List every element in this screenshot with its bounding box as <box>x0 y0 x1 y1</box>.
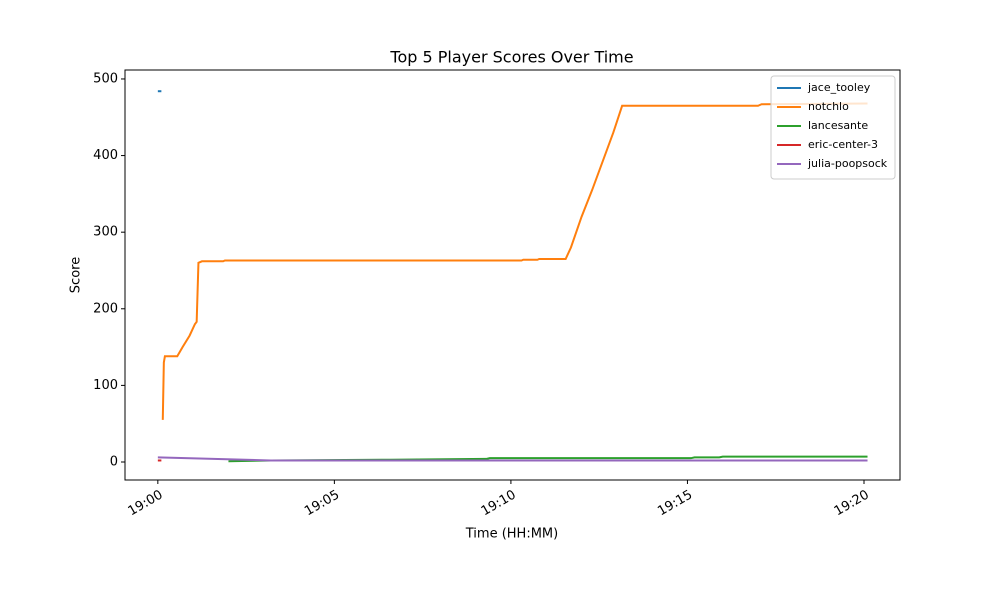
y-tick-label: 100 <box>93 378 118 393</box>
legend-label: julia-poopsock <box>807 157 888 170</box>
legend-label: jace_tooley <box>807 81 871 94</box>
y-tick-label: 500 <box>93 71 118 86</box>
legend-box <box>770 75 896 180</box>
series-line <box>161 102 868 420</box>
y-tick-label: 0 <box>110 454 118 469</box>
x-axis-label: Time (HH:MM) <box>465 527 558 542</box>
x-tick-label: 19:05 <box>302 488 342 520</box>
y-tick-label: 200 <box>93 301 118 316</box>
legend-label: notchlo <box>808 100 849 113</box>
x-tick-label: 19:15 <box>655 488 695 520</box>
legend-label: lancesante <box>808 119 868 132</box>
x-tick-label: 19:20 <box>832 488 872 520</box>
y-tick-label: 400 <box>93 148 118 163</box>
y-axis-label: Score <box>69 257 84 293</box>
legend-label: eric-center-3 <box>808 138 878 151</box>
y-tick-label: 300 <box>93 225 118 240</box>
x-tick-label: 19:00 <box>126 488 166 520</box>
plot-frame <box>124 69 901 481</box>
series-line <box>157 456 868 462</box>
x-tick-label: 19:10 <box>479 488 519 520</box>
chart-title: Top 5 Player Scores Over Time <box>389 48 633 67</box>
